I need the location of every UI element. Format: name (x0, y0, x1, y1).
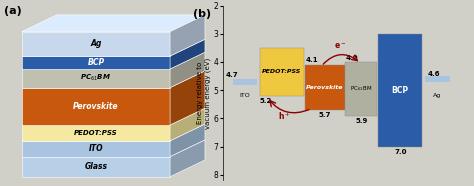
Text: 5.7: 5.7 (319, 112, 331, 118)
Text: Perovskite: Perovskite (306, 85, 344, 90)
Text: e$^-$: e$^-$ (335, 42, 347, 51)
Text: BCP: BCP (87, 58, 104, 67)
Text: 7.0: 7.0 (394, 149, 407, 155)
Text: 4.1: 4.1 (305, 57, 318, 63)
Polygon shape (22, 88, 170, 125)
Text: 4.7: 4.7 (225, 72, 238, 78)
Text: Perovskite: Perovskite (73, 102, 118, 111)
Y-axis label: Energy relative to
vacuum energy (eV): Energy relative to vacuum energy (eV) (198, 57, 211, 129)
Bar (425, 76, 449, 82)
Polygon shape (170, 71, 205, 125)
Polygon shape (170, 52, 205, 88)
Polygon shape (22, 56, 170, 69)
Text: ITO: ITO (89, 144, 103, 153)
Text: PEDOT:PSS: PEDOT:PSS (74, 130, 118, 136)
Polygon shape (22, 157, 170, 177)
Polygon shape (22, 141, 170, 157)
Text: (a): (a) (4, 6, 22, 16)
Polygon shape (22, 125, 170, 141)
Polygon shape (22, 52, 205, 69)
Text: Glass: Glass (84, 162, 108, 171)
Bar (378, 34, 422, 147)
Bar (260, 48, 304, 96)
Text: 5.9: 5.9 (355, 118, 367, 124)
Text: 4.6: 4.6 (428, 71, 440, 78)
Bar (305, 65, 345, 110)
Polygon shape (22, 69, 170, 88)
Polygon shape (22, 108, 205, 125)
Polygon shape (170, 124, 205, 157)
Text: (b): (b) (193, 9, 211, 19)
Text: ITO: ITO (239, 93, 250, 98)
Text: PEDOT:PSS: PEDOT:PSS (262, 69, 301, 74)
Text: Ag: Ag (433, 93, 441, 98)
Polygon shape (22, 71, 205, 88)
Polygon shape (170, 140, 205, 177)
Polygon shape (22, 15, 205, 32)
Text: PC$_{61}$BM: PC$_{61}$BM (81, 73, 111, 83)
Text: 4.0: 4.0 (345, 54, 358, 61)
Text: Ag: Ag (90, 39, 101, 48)
Bar (345, 62, 377, 116)
Text: h$^+$: h$^+$ (278, 110, 291, 122)
Text: 5.2: 5.2 (260, 98, 272, 104)
Polygon shape (22, 140, 205, 157)
Text: BCP: BCP (392, 86, 409, 95)
Polygon shape (22, 32, 170, 56)
Polygon shape (170, 39, 205, 69)
Text: PC$_{61}$BM: PC$_{61}$BM (350, 84, 373, 93)
Polygon shape (22, 39, 205, 56)
Bar (233, 79, 257, 85)
Polygon shape (170, 108, 205, 141)
Polygon shape (22, 124, 205, 141)
Polygon shape (170, 15, 205, 56)
